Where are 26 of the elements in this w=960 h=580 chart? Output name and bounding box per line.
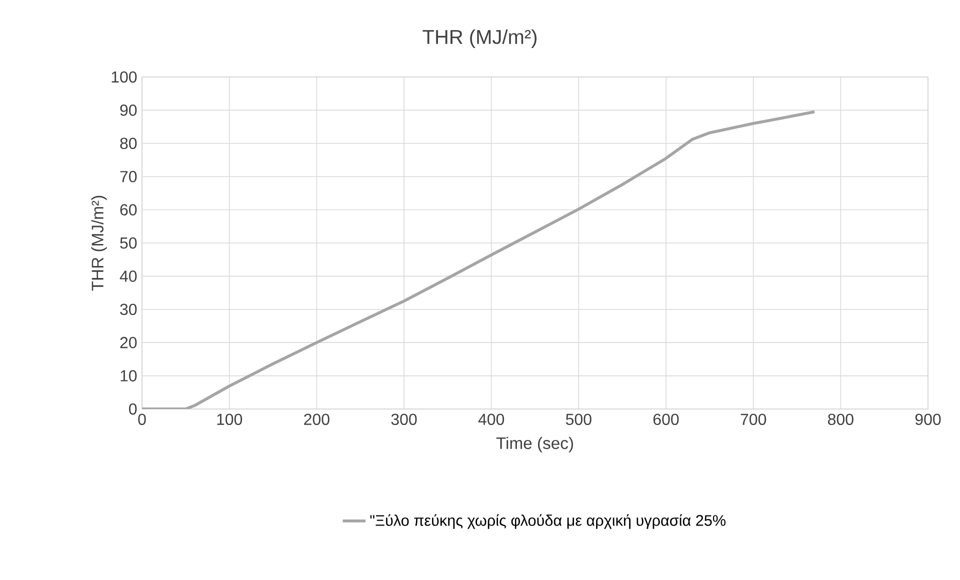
x-tick-label: 500 [566, 414, 592, 426]
x-tick-label: 700 [740, 414, 766, 426]
x-tick-label: 200 [304, 414, 330, 426]
y-tick-label: 40 [120, 270, 137, 282]
y-tick-label: 90 [120, 104, 137, 116]
y-tick-label: 30 [120, 304, 137, 316]
y-tick-label: 100 [112, 71, 137, 83]
y-tick-label: 0 [129, 403, 137, 415]
y-tick-label: 80 [120, 138, 137, 150]
x-axis-title: Time (sec) [496, 436, 573, 452]
x-tick-label: 100 [217, 414, 242, 426]
x-tick-label: 300 [391, 414, 417, 426]
x-tick-label: 0 [138, 414, 146, 426]
y-tick-label: 20 [120, 336, 137, 348]
y-tick-label: 60 [120, 204, 137, 216]
x-tick-label: 600 [653, 414, 679, 426]
x-tick-label: 400 [478, 414, 504, 426]
legend-label: "Ξύλο πεύκης χωρίς φλούδα με αρχική υγρασία 25% [370, 514, 726, 529]
y-tick-label: 70 [120, 170, 137, 182]
y-tick-label: 50 [120, 237, 137, 249]
chart-title: THR (MJ/m²) [422, 29, 536, 48]
y-tick-label: 10 [120, 370, 137, 382]
line-series [142, 110, 816, 409]
y-axis-title: THR (MJ/m²) [91, 196, 107, 291]
x-tick-label: 800 [828, 414, 854, 426]
x-tick-label: 900 [915, 414, 941, 426]
